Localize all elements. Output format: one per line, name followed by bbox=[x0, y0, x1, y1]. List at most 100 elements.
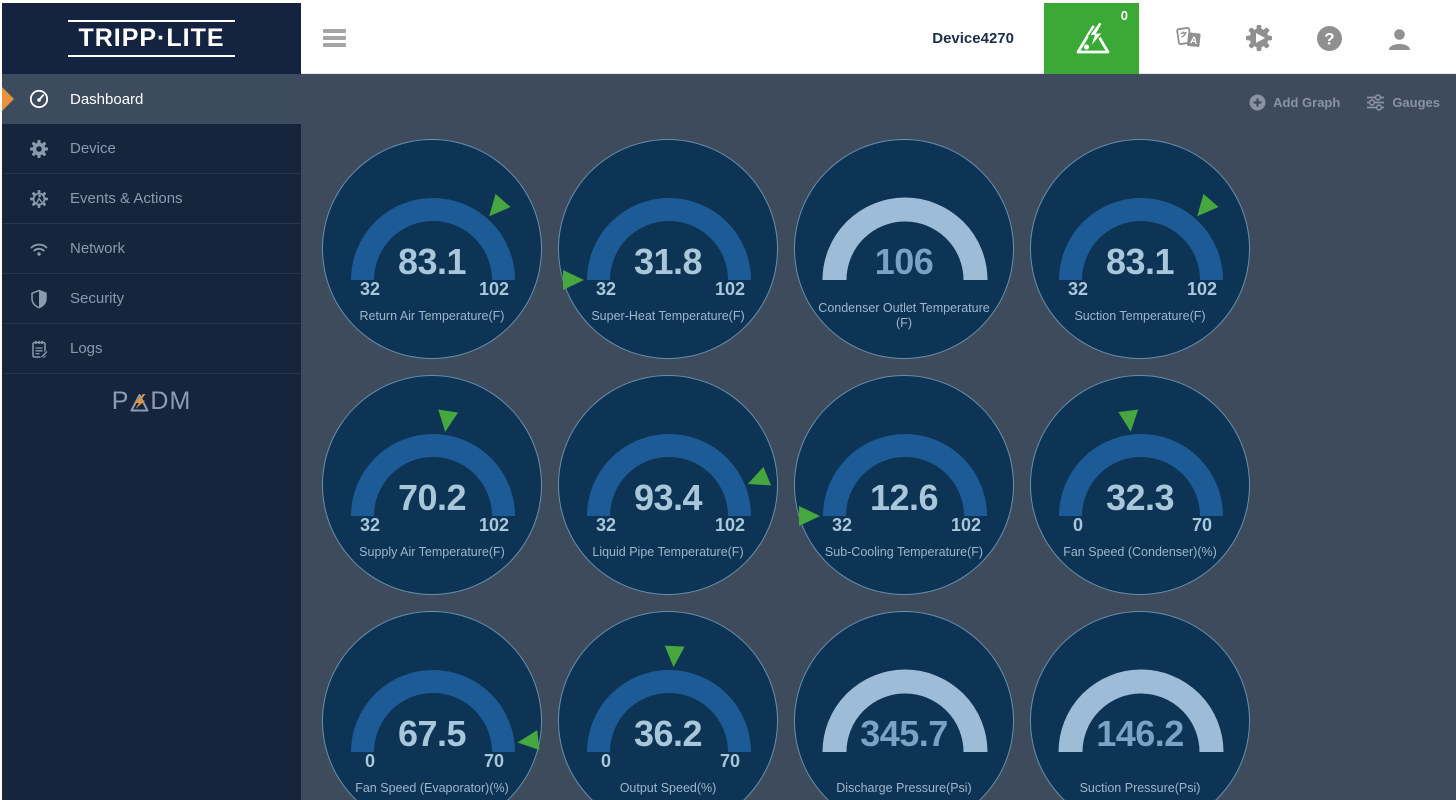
settings-gear-play-icon[interactable] bbox=[1224, 23, 1294, 53]
gauge-value: 83.1 bbox=[397, 241, 467, 282]
gauge-value: 146.2 bbox=[1096, 713, 1184, 754]
gauge-label: Discharge Pressure(Psi) bbox=[836, 780, 972, 795]
gauge-marker-icon bbox=[517, 730, 540, 751]
gauge-value: 67.5 bbox=[397, 713, 467, 754]
gauge-2[interactable]: 31.8 32 102 Super-Heat Temperature(F) bbox=[558, 139, 778, 359]
alerts-button[interactable]: 0 bbox=[1044, 2, 1139, 74]
sliders-icon bbox=[1366, 94, 1385, 111]
network-wifi-icon bbox=[29, 239, 49, 259]
sidebar-item-device[interactable]: Device bbox=[2, 124, 301, 174]
padm-triangle-bolt-icon bbox=[130, 392, 149, 412]
gauge-max-label: 102 bbox=[714, 279, 746, 299]
gauge-arc bbox=[1059, 434, 1223, 517]
gauge-label: Sub-Cooling Temperature(F) bbox=[824, 544, 984, 559]
gauge-6[interactable]: 93.4 32 102 Liquid Pipe Temperature(F) bbox=[558, 375, 778, 595]
gauge-arc bbox=[587, 198, 751, 281]
gauge-cell: 93.4 32 102 Liquid Pipe Temperature(F) bbox=[558, 375, 794, 611]
add-graph-button[interactable]: Add Graph bbox=[1249, 94, 1340, 111]
gauge-cell: 83.1 32 102 Suction Temperature(F) bbox=[1030, 139, 1266, 375]
logs-notepad-icon bbox=[29, 339, 49, 359]
sidebar-item-security[interactable]: Security bbox=[2, 274, 301, 324]
brand-logo: TRIPP·LITE bbox=[2, 3, 301, 74]
gauge-cell: 32.3 0 70 Fan Speed (Condenser)(%) bbox=[1030, 375, 1266, 611]
gauge-4[interactable]: 83.1 32 102 Suction Temperature(F) bbox=[1030, 139, 1250, 359]
sidebar-item-label: Network bbox=[70, 240, 126, 257]
gauge-max-label: 102 bbox=[950, 515, 982, 535]
gauge-marker-icon bbox=[664, 645, 685, 668]
help-icon[interactable]: ? bbox=[1294, 25, 1364, 52]
topbar-icons: A ? bbox=[1154, 23, 1434, 53]
gauge-cell: 106 Condenser Outlet Temperature (F) bbox=[794, 139, 1030, 375]
gauge-max-label: 102 bbox=[714, 515, 746, 535]
dashboard-gauge-icon bbox=[29, 89, 49, 109]
gauge-value: 31.8 bbox=[633, 241, 703, 282]
sidebar-nav: Dashboard Device bbox=[2, 74, 301, 374]
gauge-cell: 12.6 32 102 Sub-Cooling Temperature(F) bbox=[794, 375, 1030, 611]
gauge-label: Liquid Pipe Temperature(F) bbox=[592, 544, 744, 559]
user-avatar-icon[interactable] bbox=[1364, 25, 1434, 52]
svg-text:?: ? bbox=[1324, 29, 1334, 48]
gauge-8[interactable]: 32.3 0 70 Fan Speed (Condenser)(%) bbox=[1030, 375, 1250, 595]
brand-logo-text: TRIPP·LITE bbox=[68, 20, 235, 57]
gauge-max-label: 70 bbox=[483, 751, 505, 771]
gauge-label: Fan Speed (Condenser)(%) bbox=[1063, 544, 1217, 559]
language-translate-icon[interactable]: A bbox=[1154, 24, 1224, 52]
gauge-10[interactable]: 36.2 0 70 Output Speed(%) bbox=[558, 611, 778, 800]
gauge-marker-icon bbox=[563, 270, 584, 290]
events-actions-icon bbox=[29, 189, 49, 209]
gauge-cell: 345.7 Discharge Pressure(Psi) bbox=[794, 611, 1030, 800]
padm-logo-dm: DM bbox=[150, 387, 192, 415]
gauge-5[interactable]: 70.2 32 102 Supply Air Temperature(F) bbox=[322, 375, 542, 595]
gauge-value: 12.6 bbox=[869, 477, 939, 518]
gauge-value: 36.2 bbox=[633, 713, 703, 754]
sidebar-item-label: Events & Actions bbox=[70, 190, 183, 207]
sidebar-item-logs[interactable]: Logs bbox=[2, 324, 301, 374]
gauge-cell: 146.2 Suction Pressure(Psi) bbox=[1030, 611, 1266, 800]
padm-logo-p: P bbox=[111, 387, 130, 415]
gauge-cell: 36.2 0 70 Output Speed(%) bbox=[558, 611, 794, 800]
gauge-min-label: 32 bbox=[359, 279, 381, 299]
gauge-label: Supply Air Temperature(F) bbox=[359, 544, 505, 559]
gauge-value: 106 bbox=[874, 241, 934, 282]
sidebar-item-label: Device bbox=[70, 140, 116, 157]
gauge-min-label: 32 bbox=[831, 515, 853, 535]
gauge-value: 32.3 bbox=[1105, 477, 1175, 518]
gauge-cell: 83.1 32 102 Return Air Temperature(F) bbox=[322, 139, 558, 375]
gauge-max-label: 102 bbox=[478, 515, 510, 535]
gauge-11[interactable]: 345.7 Discharge Pressure(Psi) bbox=[794, 611, 1014, 800]
gauge-9[interactable]: 67.5 0 70 Fan Speed (Evaporator)(%) bbox=[322, 611, 542, 800]
gauge-arc bbox=[1058, 669, 1224, 753]
gauge-marker-icon bbox=[1197, 193, 1219, 217]
gauge-max-label: 102 bbox=[1186, 279, 1218, 299]
gauge-label: Super-Heat Temperature(F) bbox=[591, 308, 745, 323]
gauge-label: Return Air Temperature(F) bbox=[359, 308, 505, 323]
sidebar-item-events-actions[interactable]: Events & Actions bbox=[2, 174, 301, 224]
gauge-3[interactable]: 106 Condenser Outlet Temperature (F) bbox=[794, 139, 1014, 359]
gauge-7[interactable]: 12.6 32 102 Sub-Cooling Temperature(F) bbox=[794, 375, 1014, 595]
dashboard-toolbar: Add Graph Gauges bbox=[1249, 94, 1440, 111]
gauge-label: Output Speed(%) bbox=[619, 780, 717, 795]
gauge-cell: 67.5 0 70 Fan Speed (Evaporator)(%) bbox=[322, 611, 558, 800]
sidebar: TRIPP·LITE Dashboard bbox=[2, 3, 301, 800]
gauge-label: Condenser Outlet Temperature (F) bbox=[818, 301, 990, 330]
plus-circle-icon bbox=[1249, 94, 1266, 111]
gauge-label: Suction Pressure(Psi) bbox=[1079, 780, 1201, 795]
gauge-1[interactable]: 83.1 32 102 Return Air Temperature(F) bbox=[322, 139, 542, 359]
gauge-12[interactable]: 146.2 Suction Pressure(Psi) bbox=[1030, 611, 1250, 800]
device-gear-icon bbox=[29, 139, 49, 159]
gauge-marker-icon bbox=[489, 193, 511, 217]
gauge-arc bbox=[587, 670, 751, 753]
gauge-min-label: 0 bbox=[364, 751, 375, 771]
gauge-arc bbox=[351, 670, 515, 753]
gauge-min-label: 32 bbox=[359, 515, 381, 535]
gauges-button[interactable]: Gauges bbox=[1366, 94, 1440, 111]
hamburger-menu-icon[interactable] bbox=[323, 26, 346, 50]
gauge-value: 93.4 bbox=[633, 477, 703, 518]
sidebar-item-network[interactable]: Network bbox=[2, 224, 301, 274]
security-shield-icon bbox=[29, 289, 49, 309]
gauge-min-label: 32 bbox=[1067, 279, 1089, 299]
sidebar-item-dashboard[interactable]: Dashboard bbox=[2, 74, 301, 124]
gauge-arc bbox=[822, 669, 988, 753]
gauges-grid: 83.1 32 102 Return Air Temperature(F) 31.8 32… bbox=[322, 139, 1456, 800]
gauge-arc bbox=[823, 434, 987, 517]
